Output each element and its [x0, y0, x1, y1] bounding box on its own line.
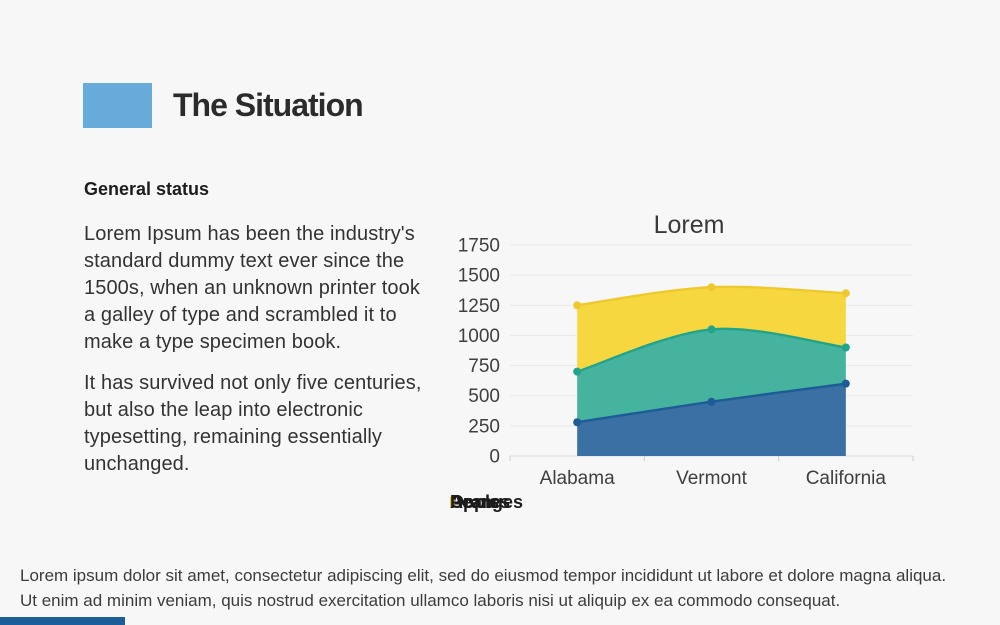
x-axis-category-label: California [806, 468, 887, 489]
chart-canvas: 0 250 500 750 1000 1250 1500 1750 Lorem Alabama Ve… [450, 211, 914, 512]
stacked-area-chart: 0 250 500 750 1000 1250 1500 1750 Lorem Alabama Ve… [450, 200, 930, 520]
data-point-marker [573, 418, 582, 427]
y-axis-tick-label: 250 [468, 416, 500, 437]
body-paragraph: It has survived not only five centuries,… [84, 372, 422, 475]
data-point-marker [707, 283, 716, 292]
data-point-marker [841, 289, 850, 298]
y-axis-tick-label: 500 [468, 386, 500, 407]
x-axis-category-label: Alabama [540, 468, 615, 489]
y-axis-tick-label: 1500 [458, 266, 500, 287]
legend-swatch [450, 497, 455, 507]
y-axis-tick-label: 1750 [458, 236, 500, 257]
chart-title: Lorem [654, 211, 725, 239]
y-axis-tick-label: 1000 [458, 326, 500, 347]
footer-accent-bar [0, 617, 125, 625]
body-paragraph: Lorem Ipsum has been the industry's stan… [84, 223, 420, 353]
data-point-marker [573, 367, 582, 376]
legend-label: Pears [450, 492, 499, 512]
legend-label: Oranges [450, 492, 523, 512]
data-point-marker [573, 301, 582, 310]
data-point-marker [841, 343, 850, 352]
area-band-apples [577, 383, 846, 456]
y-axis-tick-label: 1250 [458, 296, 500, 317]
data-point-marker [707, 325, 716, 334]
slide-header: The Situation [83, 83, 364, 128]
data-point-marker [841, 379, 850, 388]
y-axis-tick-label: 0 [489, 447, 500, 468]
y-axis-tick-label: 750 [468, 356, 500, 377]
x-axis-category-label: Vermont [676, 468, 747, 489]
footer-paragraph: Lorem ipsum dolor sit amet, consectetur … [20, 566, 947, 610]
body-text-column: General status Lorem Ipsum has been the … [84, 179, 424, 492]
slide-title: The Situation [173, 87, 364, 123]
section-heading: General status [84, 179, 210, 199]
data-point-marker [707, 397, 716, 406]
area-band-oranges [577, 328, 846, 423]
legend-label: Apples [450, 492, 510, 512]
title-accent-block [83, 83, 152, 128]
